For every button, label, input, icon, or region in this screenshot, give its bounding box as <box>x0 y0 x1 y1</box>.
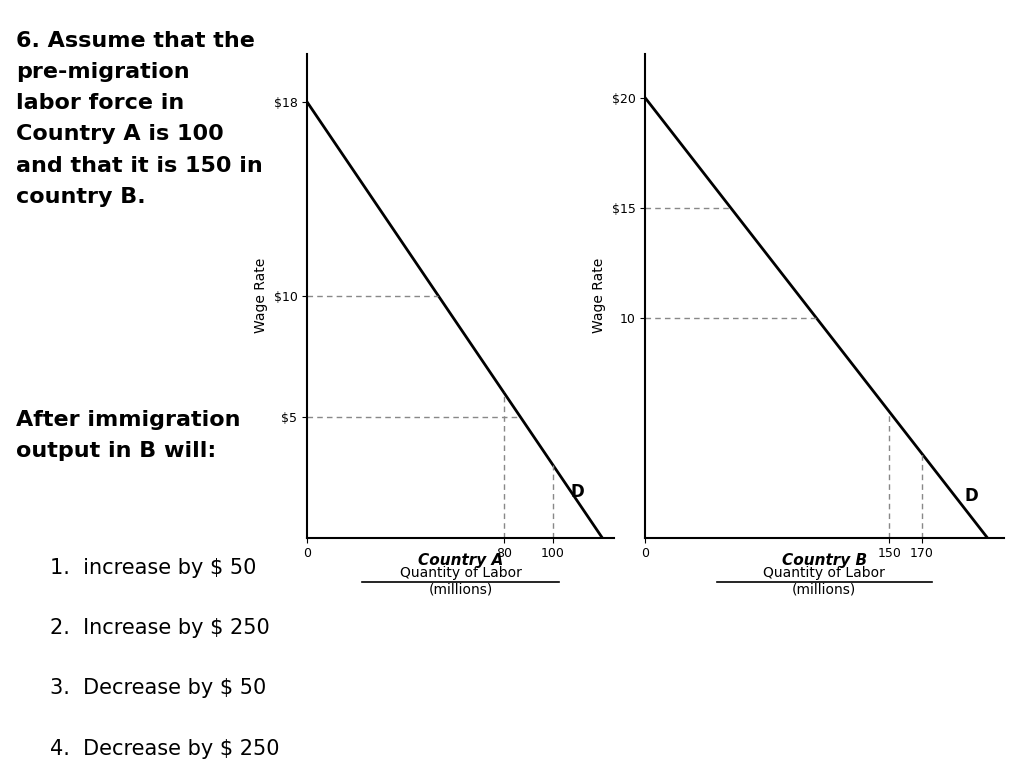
Y-axis label: Wage Rate: Wage Rate <box>592 258 606 333</box>
Text: 1.  increase by $ 50: 1. increase by $ 50 <box>50 558 257 578</box>
Text: Country A: Country A <box>418 553 504 568</box>
Text: After immigration
output in B will:: After immigration output in B will: <box>16 409 241 461</box>
Y-axis label: Wage Rate: Wage Rate <box>254 258 268 333</box>
Text: D: D <box>965 487 978 505</box>
X-axis label: Quantity of Labor
(millions): Quantity of Labor (millions) <box>763 566 886 596</box>
Text: 6. Assume that the
pre-migration
labor force in
Country A is 100
and that it is : 6. Assume that the pre-migration labor f… <box>16 31 263 207</box>
Text: 2.  Increase by $ 250: 2. Increase by $ 250 <box>50 618 270 638</box>
X-axis label: Quantity of Labor
(millions): Quantity of Labor (millions) <box>399 566 522 596</box>
Text: 4.  Decrease by $ 250: 4. Decrease by $ 250 <box>50 740 280 760</box>
Text: D: D <box>570 483 584 502</box>
Text: Country B: Country B <box>781 553 867 568</box>
Text: 3.  Decrease by $ 50: 3. Decrease by $ 50 <box>50 677 266 697</box>
